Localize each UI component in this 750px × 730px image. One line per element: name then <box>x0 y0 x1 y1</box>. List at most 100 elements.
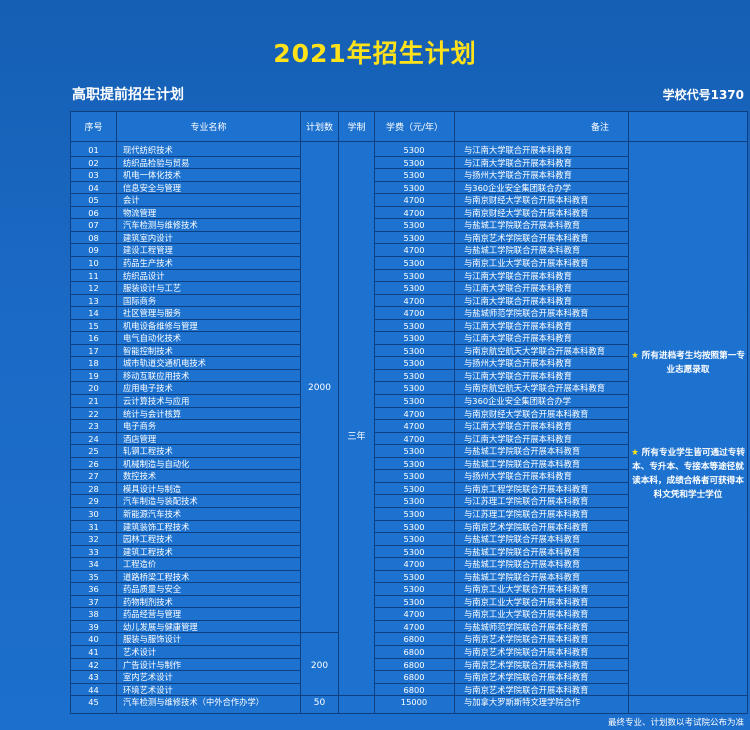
major-name: 机械制造与自动化 <box>123 458 190 469</box>
row-divider <box>71 532 300 534</box>
row-number: 06 <box>88 207 99 218</box>
row-divider <box>71 155 300 157</box>
plan-count-group-2: 200 <box>310 661 329 671</box>
row-remark: 与南京艺术学院联合开展本科教育 <box>464 232 589 243</box>
row-remark: 与盐城工学院联合开展本科教育 <box>464 220 581 231</box>
row-remark: 与盐城工学院联合开展本科教育 <box>464 245 581 256</box>
row-divider <box>374 506 628 508</box>
tuition-fee: 5300 <box>403 232 425 243</box>
row-remark: 与扬州大学联合开展本科教育 <box>464 358 572 369</box>
row-divider <box>374 632 628 634</box>
major-name: 新能源汽车技术 <box>123 508 182 519</box>
row-divider <box>374 645 628 646</box>
major-name: 工程造价 <box>123 559 157 570</box>
header-fee: 学费（元/年） <box>385 123 444 133</box>
row-number: 24 <box>88 433 99 444</box>
row-number: 22 <box>88 408 99 419</box>
row-remark: 与江苏理工学院联合开展本科教育 <box>464 508 589 519</box>
duration-value: 三年 <box>347 432 366 442</box>
major-name: 药品质量与安全 <box>123 584 182 595</box>
group-divider <box>338 695 374 697</box>
row-number: 26 <box>88 458 99 469</box>
row-remark: 与南京工程学院联合开展本科教育 <box>464 483 589 494</box>
tuition-fee: 4700 <box>403 308 425 319</box>
row-number: 33 <box>88 546 99 557</box>
major-name: 园林工程技术 <box>123 534 173 545</box>
row-remark: 与南京艺术学院联合开展本科教育 <box>464 634 589 645</box>
tuition-fee: 5300 <box>403 145 425 155</box>
major-name: 机电设备维修与管理 <box>123 320 198 331</box>
row-divider <box>71 469 300 471</box>
row-number: 31 <box>88 521 99 532</box>
side-note-2: ★ 所有专业学生皆可通过专转本、专升本、专接本等途径就读本科，成绩合格者可获得本… <box>631 448 745 500</box>
row-remark: 与南京工业大学联合开展本科教育 <box>464 584 589 595</box>
row-remark: 与扬州大学联合开展本科教育 <box>464 471 572 482</box>
row-remark: 与360企业安全集团联合办学 <box>464 182 572 193</box>
row-divider <box>374 306 628 308</box>
row-divider <box>374 682 628 684</box>
row-divider <box>374 180 628 182</box>
star-icon: ★ <box>631 448 639 458</box>
row-divider <box>374 532 628 534</box>
row-number: 30 <box>88 508 99 519</box>
tuition-fee: 4700 <box>403 433 425 444</box>
row-number: 07 <box>88 220 99 231</box>
row-remark: 与南京艺术学院联合开展本科教育 <box>464 659 589 670</box>
row-divider <box>374 218 628 220</box>
row-number: 19 <box>88 370 99 381</box>
tuition-fee: 5300 <box>403 345 425 356</box>
row-divider <box>374 657 628 659</box>
tuition-fee: 5300 <box>403 182 425 193</box>
tuition-fee: 5300 <box>403 257 425 268</box>
row-divider <box>71 268 300 270</box>
row-divider <box>374 695 628 697</box>
header-plan: 计划数 <box>305 123 333 133</box>
tuition-fee: 4700 <box>403 207 425 218</box>
row-number: 10 <box>88 257 99 268</box>
row-number: 17 <box>88 345 99 356</box>
row-divider <box>71 356 300 358</box>
major-name: 物流管理 <box>123 207 157 218</box>
row-remark: 与盐城工学院联合开展本科教育 <box>464 571 581 582</box>
row-number: 21 <box>88 396 99 406</box>
row-divider <box>374 293 628 295</box>
row-divider <box>374 444 628 446</box>
row-remark: 与扬州大学联合开展本科教育 <box>464 170 572 181</box>
col-divider <box>116 112 117 713</box>
row-divider <box>374 569 628 571</box>
tuition-fee: 5300 <box>403 534 425 545</box>
tuition-fee: 4700 <box>403 621 425 632</box>
row-divider <box>71 594 300 596</box>
row-divider <box>374 343 628 345</box>
tuition-fee: 5300 <box>403 508 425 519</box>
row-divider <box>71 230 300 232</box>
row-divider <box>374 469 628 471</box>
major-name: 室内艺术设计 <box>123 672 173 683</box>
major-name: 电子商务 <box>123 421 157 432</box>
row-divider <box>71 381 300 383</box>
row-number: 41 <box>88 647 99 657</box>
major-name: 会计 <box>123 195 140 206</box>
row-remark: 与南京财经大学联合开展本科教育 <box>464 408 589 419</box>
major-name: 药品经营与管理 <box>123 609 182 620</box>
header-divider <box>71 141 747 142</box>
tuition-fee: 5300 <box>403 471 425 482</box>
row-divider <box>374 243 628 245</box>
row-remark: 与江苏理工学院联合开展本科教育 <box>464 496 589 507</box>
row-number: 27 <box>88 471 99 482</box>
row-remark: 与江南大学联合开展本科教育 <box>464 295 572 306</box>
tuition-fee: 5300 <box>403 283 425 294</box>
tuition-fee: 4700 <box>403 609 425 620</box>
row-remark: 与南京艺术学院联合开展本科教育 <box>464 672 589 683</box>
row-remark: 与江南大学联合开展本科教育 <box>464 333 572 344</box>
row-remark: 与南京艺术学院联合开展本科教育 <box>464 684 589 695</box>
tuition-fee: 5300 <box>403 546 425 557</box>
school-code: 学校代号1370 <box>662 88 744 102</box>
row-divider <box>374 155 628 157</box>
major-name: 汽车检测与维修技术 <box>123 220 198 231</box>
row-remark: 与盐城师范学院联合开展本科教育 <box>464 621 589 632</box>
row-divider <box>374 168 628 170</box>
tuition-fee: 5300 <box>403 170 425 181</box>
row-remark: 与江南大学联合开展本科教育 <box>464 433 572 444</box>
row-divider <box>374 481 628 483</box>
